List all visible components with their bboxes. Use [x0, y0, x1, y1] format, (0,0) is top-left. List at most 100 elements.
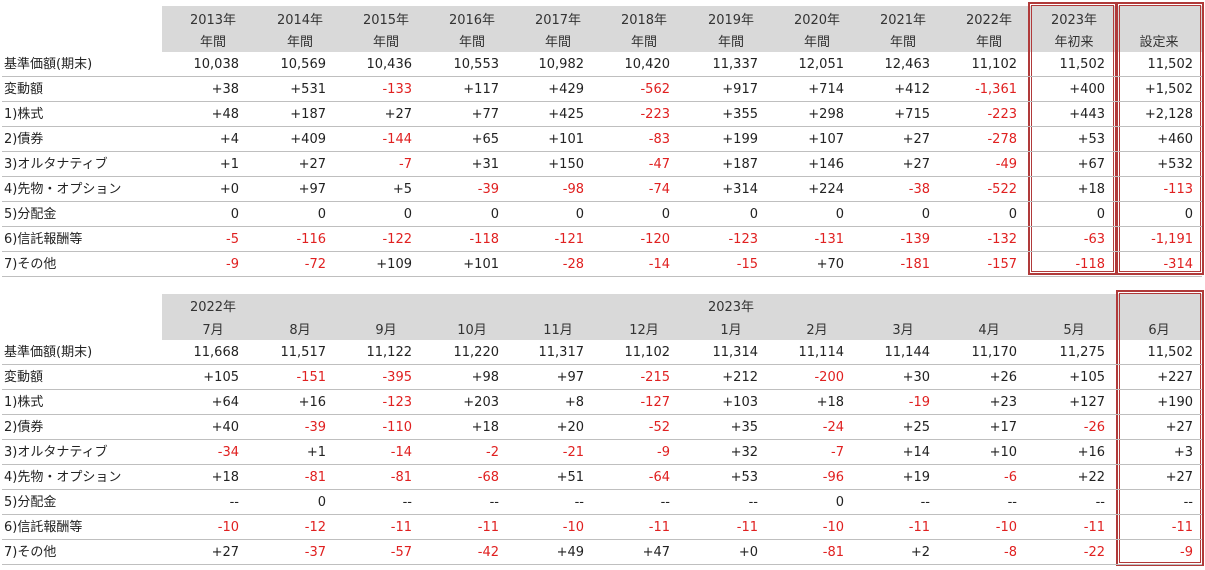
table2-cell: -9 — [657, 445, 670, 460]
table2-cell: -2 — [486, 445, 499, 460]
table1-cell: +27 — [298, 157, 326, 172]
table1-cell: -157 — [987, 257, 1017, 272]
table1-cell: +1,502 — [1144, 82, 1193, 97]
table2-cell: +14 — [902, 445, 930, 460]
table1-cell: -15 — [736, 257, 758, 272]
table2-cell: 11,220 — [453, 345, 500, 360]
table1-cell: +314 — [722, 182, 758, 197]
table2-row-label: 1)株式 — [4, 395, 44, 410]
table1-cell: -113 — [1163, 182, 1193, 197]
table2-cell: -- — [1095, 495, 1105, 510]
table1-cell: -39 — [477, 182, 499, 197]
table2-row-label: 基準価額(期末) — [4, 345, 93, 360]
table1-cell: +27 — [902, 157, 930, 172]
table2-header-month: 10月 — [457, 323, 487, 338]
table2-cell: 11,502 — [1147, 345, 1194, 360]
table2-cell: +27 — [1165, 420, 1193, 435]
table1-cell: -7 — [399, 157, 412, 172]
table1-cell: -562 — [640, 82, 670, 97]
table1-cell: 0 — [661, 207, 670, 222]
table1-row-divider — [2, 101, 1202, 102]
table1-row-label: 3)オルタナティブ — [4, 157, 108, 172]
table2-cell: -52 — [648, 420, 670, 435]
table1-cell: -121 — [554, 232, 584, 247]
table2-cell: +105 — [1069, 370, 1105, 385]
table2-header-month: 11月 — [543, 323, 573, 338]
table1-cell: -181 — [900, 257, 930, 272]
table2-cell: -26 — [1083, 420, 1105, 435]
table2-row-label: 2)債券 — [4, 420, 44, 435]
table1-cell: -1,361 — [975, 82, 1017, 97]
table2-cell: +16 — [298, 395, 326, 410]
table2-cell: -- — [920, 495, 930, 510]
table1-cell: +97 — [298, 182, 326, 197]
table2-cell: 11,317 — [538, 345, 585, 360]
table1-cell: +2,128 — [1144, 107, 1193, 122]
table2-cell: +16 — [1077, 445, 1105, 460]
table1-cell: +101 — [548, 132, 584, 147]
table1-row-divider — [2, 151, 1202, 152]
table1-cell: -1,191 — [1151, 232, 1193, 247]
table2-row-label: 変動額 — [4, 370, 44, 385]
table1-cell: 0 — [575, 207, 584, 222]
table1-cell: +27 — [384, 107, 412, 122]
monthly-performance-table: 2022年 2023年 7月 8月 9月 10月 11月 12月 1月 2月 3月 4月 5月 6月 基準価… — [2, 290, 1204, 566]
table2-cell: -14 — [390, 445, 412, 460]
table1-row-divider — [2, 76, 1202, 77]
table1-cell: -63 — [1083, 232, 1105, 247]
table1-cell: +0 — [219, 182, 239, 197]
table1-cell: +53 — [1077, 132, 1105, 147]
table2-row-label: 4)先物・オプション — [4, 470, 122, 485]
table2-cell: +23 — [989, 395, 1017, 410]
table1-cell: 11,102 — [971, 57, 1018, 72]
table2-cell: -10 — [822, 520, 844, 535]
table1-cell: -122 — [382, 232, 412, 247]
table1-header-year: 2016年 — [448, 13, 496, 28]
table2-cell: -11 — [736, 520, 758, 535]
table2-cell: -10 — [562, 520, 584, 535]
table1-cell: +917 — [722, 82, 758, 97]
table2-cell: -12 — [304, 520, 326, 535]
table2-cell: -11 — [390, 520, 412, 535]
table1-cell: -28 — [562, 257, 584, 272]
table2-row-label: 3)オルタナティブ — [4, 445, 108, 460]
table1-cell: 10,569 — [280, 57, 327, 72]
table1-cell: -118 — [469, 232, 499, 247]
table1-cell: 0 — [317, 207, 326, 222]
table1-header-year: 2020年 — [793, 13, 841, 28]
table1-cell: +31 — [471, 157, 499, 172]
table1-header-year: 2017年 — [534, 13, 582, 28]
table1-row-divider — [2, 251, 1202, 252]
table2-cell: +203 — [463, 395, 499, 410]
table2-cell: +97 — [556, 370, 584, 385]
table1-cell: 0 — [1184, 207, 1193, 222]
table2-cell: -81 — [304, 470, 326, 485]
table1-cell: +5 — [392, 182, 412, 197]
table2-row-divider — [2, 364, 1202, 365]
table1-cell: -120 — [640, 232, 670, 247]
table1-header-period: 年間 — [717, 35, 744, 50]
table2-header-row — [162, 294, 1202, 340]
table1-cell: +187 — [722, 157, 758, 172]
table1-cell: +1 — [219, 157, 239, 172]
table2-cell: -21 — [562, 445, 584, 460]
table2-cell: -200 — [814, 370, 844, 385]
table1-header-period: 年間 — [889, 35, 916, 50]
table2-header-year: 2023年 — [707, 300, 755, 315]
table2-cell: +227 — [1157, 370, 1193, 385]
table2-cell: +212 — [722, 370, 758, 385]
table2-cell: -215 — [640, 370, 670, 385]
table1-cell: +70 — [816, 257, 844, 272]
table1-row-label: 2)債券 — [4, 132, 44, 147]
table2-cell: +98 — [471, 370, 499, 385]
table1-row-divider — [2, 226, 1202, 227]
table1-header-year: 2015年 — [362, 13, 410, 28]
table2-row-divider — [2, 464, 1202, 465]
table2-cell: +18 — [816, 395, 844, 410]
table1-cell: +412 — [894, 82, 930, 97]
table1-cell: 11,502 — [1059, 57, 1106, 72]
table2-cell: -7 — [831, 445, 844, 460]
table1-cell: +150 — [548, 157, 584, 172]
table1-row-divider — [2, 176, 1202, 177]
table2-row-label: 7)その他 — [4, 545, 57, 560]
